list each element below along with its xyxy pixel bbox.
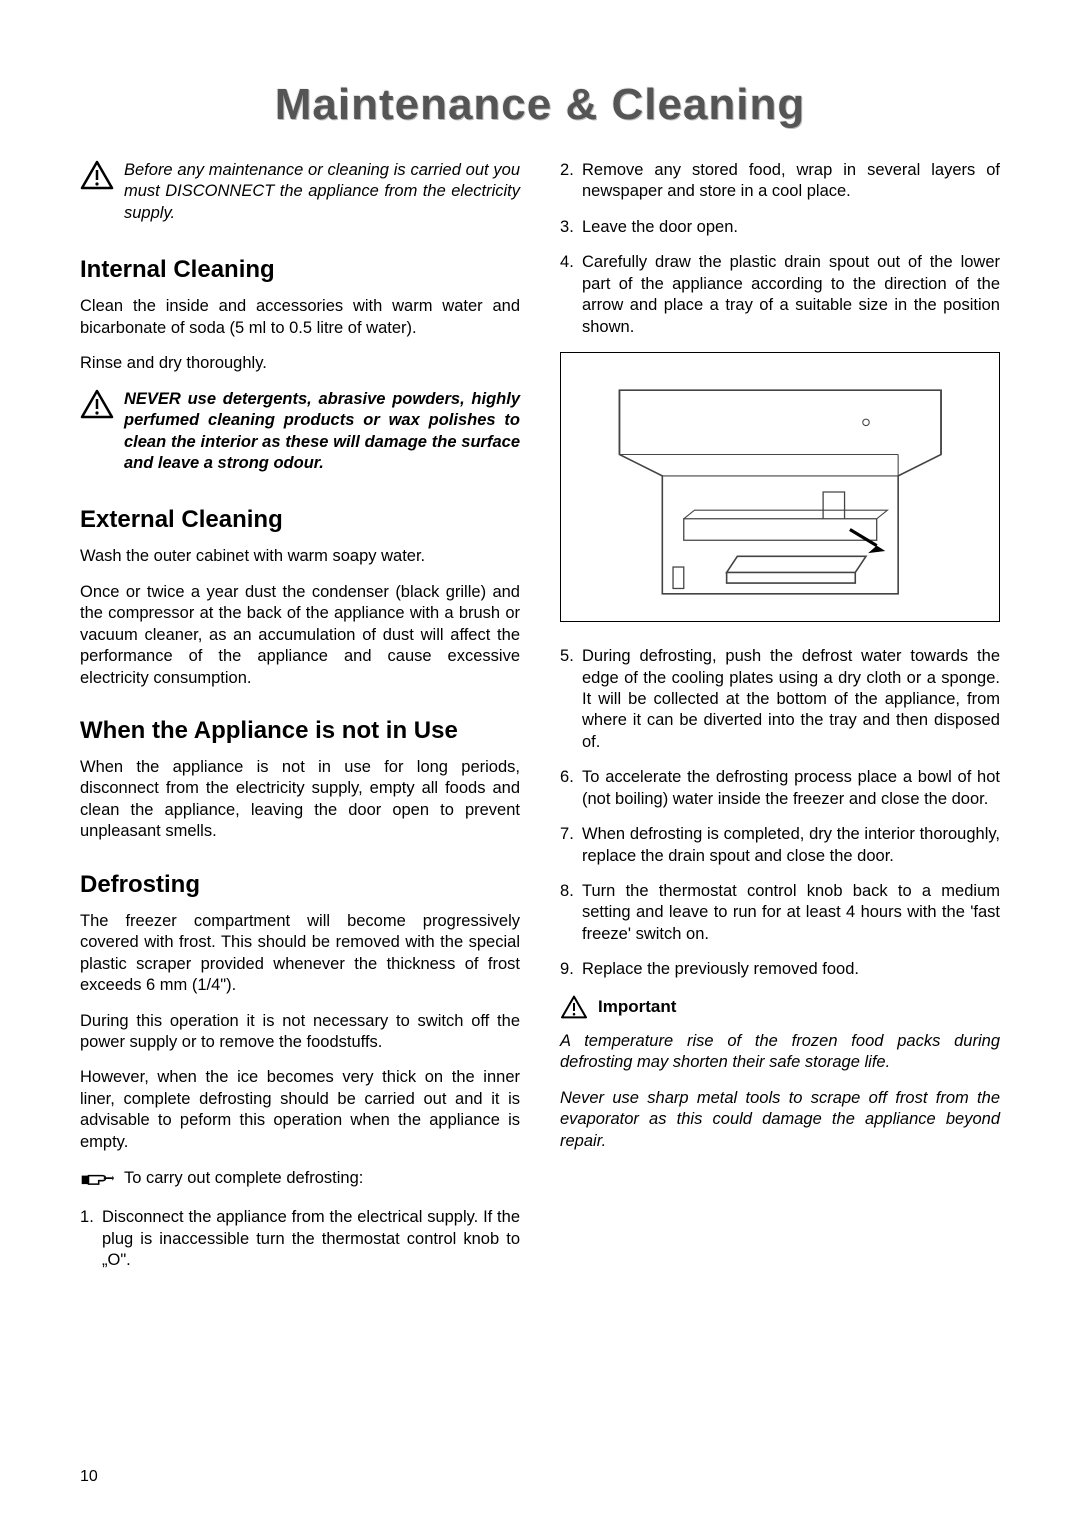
content-columns: Before any maintenance or cleaning is ca… bbox=[80, 160, 1000, 1285]
defrosting-heading: Defrosting bbox=[80, 871, 520, 899]
hand-text: To carry out complete defrosting: bbox=[124, 1168, 363, 1189]
page-number: 10 bbox=[80, 1468, 98, 1486]
warning-disconnect-text: Before any maintenance or cleaning is ca… bbox=[124, 160, 520, 224]
step-7: When defrosting is completed, dry the in… bbox=[560, 824, 1000, 867]
external-cleaning-heading: External Cleaning bbox=[80, 506, 520, 534]
important-row: Important bbox=[560, 995, 1000, 1019]
defrost-p1: The freezer compartment will become prog… bbox=[80, 911, 520, 997]
step-6: To accelerate the defrosting process pla… bbox=[560, 767, 1000, 810]
warning-icon bbox=[80, 160, 114, 190]
drain-spout-diagram bbox=[560, 352, 1000, 622]
not-in-use-p1: When the appliance is not in use for lon… bbox=[80, 757, 520, 843]
step-9: Replace the previously removed food. bbox=[560, 959, 1000, 980]
external-p2: Once or twice a year dust the condenser … bbox=[80, 582, 520, 689]
defrost-p3: However, when the ice becomes very thick… bbox=[80, 1067, 520, 1153]
drain-diagram-svg bbox=[570, 358, 990, 615]
step-3: Leave the door open. bbox=[560, 217, 1000, 238]
left-column: Before any maintenance or cleaning is ca… bbox=[80, 160, 520, 1285]
step-1: Disconnect the appliance from the electr… bbox=[80, 1207, 520, 1271]
warning-never: NEVER use detergents, abrasive powders, … bbox=[80, 389, 520, 489]
important-p2: Never use sharp metal tools to scrape of… bbox=[560, 1088, 1000, 1152]
warning-disconnect: Before any maintenance or cleaning is ca… bbox=[80, 160, 520, 238]
internal-p1: Clean the inside and accessories with wa… bbox=[80, 296, 520, 339]
not-in-use-heading: When the Appliance is not in Use bbox=[80, 717, 520, 745]
step-4: Carefully draw the plastic drain spout o… bbox=[560, 252, 1000, 338]
warning-never-text: NEVER use detergents, abrasive powders, … bbox=[124, 389, 520, 475]
hand-instruction: To carry out complete defrosting: bbox=[80, 1167, 520, 1191]
important-p1: A temperature rise of the frozen food pa… bbox=[560, 1031, 1000, 1074]
warning-icon bbox=[560, 995, 588, 1019]
step-8: Turn the thermostat control knob back to… bbox=[560, 881, 1000, 945]
defrost-steps-right: Remove any stored food, wrap in several … bbox=[560, 160, 1000, 338]
internal-cleaning-heading: Internal Cleaning bbox=[80, 256, 520, 284]
step-2: Remove any stored food, wrap in several … bbox=[560, 160, 1000, 203]
important-label: Important bbox=[598, 997, 676, 1017]
defrost-p2: During this operation it is not necessar… bbox=[80, 1011, 520, 1054]
defrost-steps-right-2: During defrosting, push the defrost wate… bbox=[560, 646, 1000, 981]
hand-pointing-icon bbox=[80, 1167, 114, 1191]
internal-p2: Rinse and dry thoroughly. bbox=[80, 353, 520, 374]
step-5: During defrosting, push the defrost wate… bbox=[560, 646, 1000, 753]
warning-icon bbox=[80, 389, 114, 419]
page-title: Maintenance & Cleaning bbox=[80, 80, 1000, 130]
right-column: Remove any stored food, wrap in several … bbox=[560, 160, 1000, 1285]
defrost-steps-left: Disconnect the appliance from the electr… bbox=[80, 1207, 520, 1271]
external-p1: Wash the outer cabinet with warm soapy w… bbox=[80, 546, 520, 567]
